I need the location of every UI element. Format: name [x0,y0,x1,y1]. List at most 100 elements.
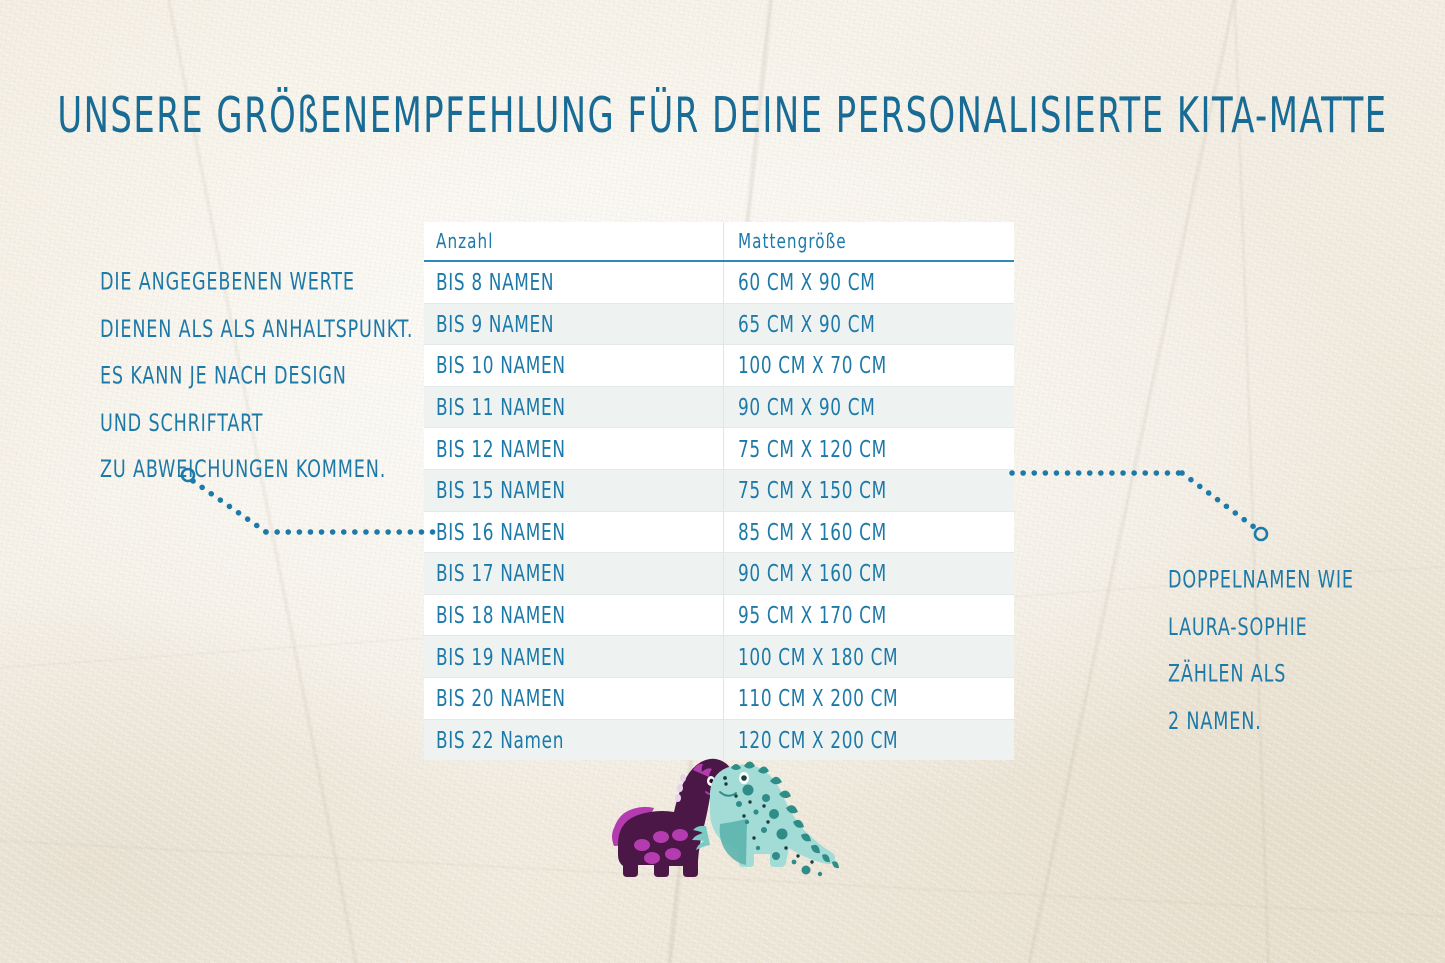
cell-size: 85 CM X 160 CM [722,511,1014,554]
dino-teal-eye-small [723,776,727,780]
table-row: BIS 17 NAMEN 90 CM X 160 CM [424,552,1014,595]
table-body: BIS 8 NAMEN 60 CM X 90 CM BIS 9 NAMEN 65 C… [424,261,1014,761]
note-right-line-4: 2 NAMEN. [1168,706,1262,735]
dino-teal-spine [822,854,830,863]
dino-teal-spine [832,861,839,869]
dino-teal-spine [801,833,811,842]
dino-teal-arm [692,825,710,850]
dino-teal-dot [742,814,746,818]
table-row: BIS 9 NAMEN 65 CM X 90 CM [424,303,1014,346]
dino-teal-spot [755,845,761,851]
dino-teal-dot [724,782,728,786]
note-right: DOPPELNAMEN WIE LAURA-SOPHIE ZÄHLEN ALS … [1168,556,1410,744]
dino-teal-spine [770,776,782,785]
dino-teal-dot [734,794,738,798]
dino-purple-spot [644,852,660,864]
brontosaurus-illustration [612,758,734,877]
dino-teal-spot [762,794,770,802]
dino-teal-smile [719,791,737,797]
dino-teal-spot [742,784,754,796]
cell-count: BIS 15 NAMEN [424,469,723,512]
dino-purple-spot [665,848,681,860]
cell-size: 60 CM X 90 CM [722,261,1014,304]
note-right-line-3: ZÄHLEN ALS [1168,659,1287,688]
dino-purple-crest [693,763,712,777]
dino-teal-dot [752,836,756,840]
dino-purple-spot [634,839,650,851]
cell-size: 100 CM X 180 CM [722,635,1014,678]
dino-teal-spine [786,805,798,814]
note-left-line-2: DIENEN ALS ALS ANHALTSPUNKT. [100,314,414,343]
cell-count: BIS 20 NAMEN [424,677,723,720]
dino-teal-belly [719,819,747,865]
cell-count: BIS 16 NAMEN [424,511,723,554]
note-right-line-2: LAURA-SOPHIE [1168,612,1308,641]
cell-size: 95 CM X 170 CM [722,594,1014,637]
dino-teal-dot [766,820,770,824]
dino-teal-dot [796,854,800,858]
size-recommendation-table: Anzahl Mattengröße BIS 8 NAMEN 60 CM X 90… [424,222,1014,761]
dino-teal-spine [793,819,804,828]
column-header-count: Anzahl [424,222,723,262]
page-title: UNSERE GRÖßENEMPFEHLUNG FÜR DEINE PERSON… [57,88,1388,145]
dino-teal-spot [772,852,780,860]
dino-teal-spine [811,844,820,854]
cell-count: BIS 12 NAMEN [424,427,723,470]
dino-purple-neck-spot [680,774,686,782]
dino-purple-spot [672,829,688,841]
column-header-mat-size: Mattengröße [722,222,1014,262]
dino-teal-spine [779,790,791,799]
cell-count: BIS 8 NAMEN [424,261,723,304]
note-left-line-5: ZU ABWEICHUNGEN KOMMEN. [100,455,387,484]
dino-teal-dot [810,860,814,864]
cell-count: BIS 9 NAMEN [424,303,723,346]
dino-teal-spot [817,871,823,877]
cell-size: 120 CM X 200 CM [722,719,1014,761]
dotted-leader-line-right [1009,470,1269,542]
leader-endpoint-circle-left [180,467,196,483]
cell-count: BIS 19 NAMEN [424,635,723,678]
dotted-leader-line-left [180,467,441,535]
note-left-line-4: UND SCHRIFTART [100,408,264,437]
table-row: BIS 20 NAMEN 110 CM X 200 CM [424,677,1014,720]
table-row: BIS 12 NAMEN 75 CM X 120 CM [424,427,1014,470]
cell-size: 90 CM X 160 CM [722,552,1014,595]
dino-teal-spine [758,766,769,774]
cell-count: BIS 17 NAMEN [424,552,723,595]
note-left-line-3: ES KANN JE NACH DESIGN [100,361,347,390]
cell-count: BIS 22 Namen [424,719,723,761]
leader-diagonal-left [190,478,269,535]
table-row: BIS 18 NAMEN 95 CM X 170 CM [424,594,1014,637]
cell-size: 65 CM X 90 CM [722,303,1014,346]
dino-teal-dot [748,800,752,804]
note-left: DIE ANGEGEBENEN WERTE DIENEN ALS ALS ANH… [100,258,414,493]
note-right-line-1: DOPPELNAMEN WIE [1168,565,1354,594]
dinosaur-illustration-group [612,758,839,877]
dino-teal-spot [791,859,797,865]
table-row: BIS 22 Namen 120 CM X 200 CM [424,719,1014,761]
table-row: BIS 16 NAMEN 85 CM X 160 CM [424,511,1014,554]
dino-teal-spot [776,828,788,840]
dino-teal-spot [736,801,742,807]
dino-teal-spot [769,809,779,819]
dino-purple-neck-spot [677,784,683,792]
dino-teal-spot [744,819,750,825]
cell-count: BIS 10 NAMEN [424,344,723,387]
dino-teal-spine [731,764,741,770]
cell-size: 110 CM X 200 CM [722,677,1014,720]
table-row: BIS 10 NAMEN 100 CM X 70 CM [424,344,1014,387]
dino-teal-spot [753,809,759,815]
table-row: BIS 11 NAMEN 90 CM X 90 CM [424,386,1014,429]
cell-count: BIS 18 NAMEN [424,594,723,637]
note-left-line-1: DIE ANGEGEBENEN WERTE [100,267,355,296]
table-row: BIS 15 NAMEN 75 CM X 150 CM [424,469,1014,512]
dino-teal-pupil [741,775,747,781]
leader-diagonal-right [1179,470,1257,530]
cell-size: 75 CM X 150 CM [722,469,1014,512]
dino-purple-spot [653,831,669,843]
cell-size: 90 CM X 90 CM [722,386,1014,429]
dino-teal-spot [761,827,767,833]
dino-teal-spot [801,865,811,875]
leader-endpoint-circle-right [1253,526,1269,542]
